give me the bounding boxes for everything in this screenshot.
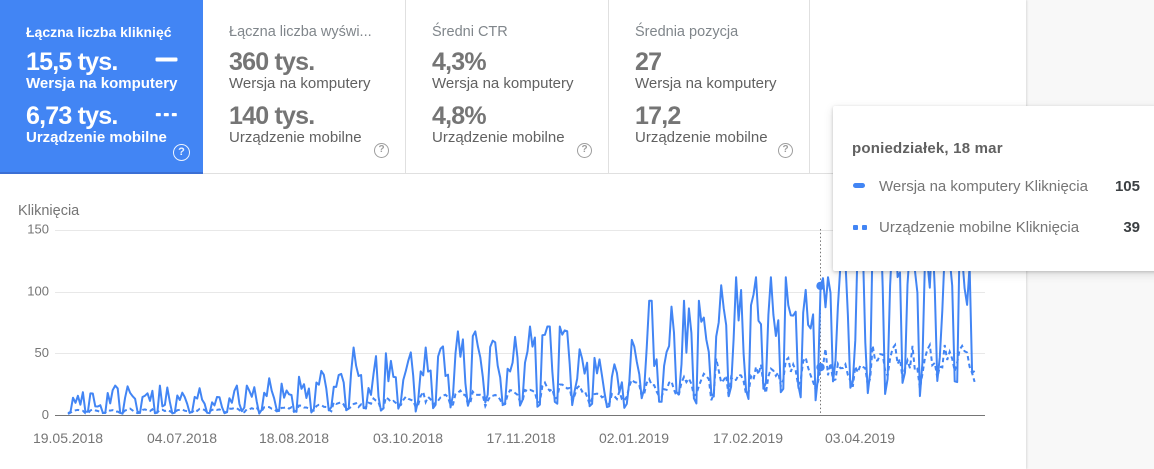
svg-text:04.07.2018: 04.07.2018	[147, 430, 217, 446]
svg-text:100: 100	[27, 284, 49, 299]
svg-text:0: 0	[42, 407, 49, 422]
svg-text:03.04.2019: 03.04.2019	[825, 430, 895, 446]
svg-text:Kliknięcia: Kliknięcia	[18, 203, 80, 219]
svg-text:17.11.2018: 17.11.2018	[486, 430, 555, 446]
svg-text:150: 150	[27, 222, 49, 237]
svg-text:50: 50	[35, 345, 49, 360]
svg-text:03.10.2018: 03.10.2018	[373, 430, 443, 446]
svg-text:17.02.2019: 17.02.2019	[713, 430, 783, 446]
svg-text:19.05.2018: 19.05.2018	[33, 430, 103, 446]
svg-text:18.08.2018: 18.08.2018	[259, 430, 329, 446]
svg-text:02.01.2019: 02.01.2019	[599, 430, 669, 446]
